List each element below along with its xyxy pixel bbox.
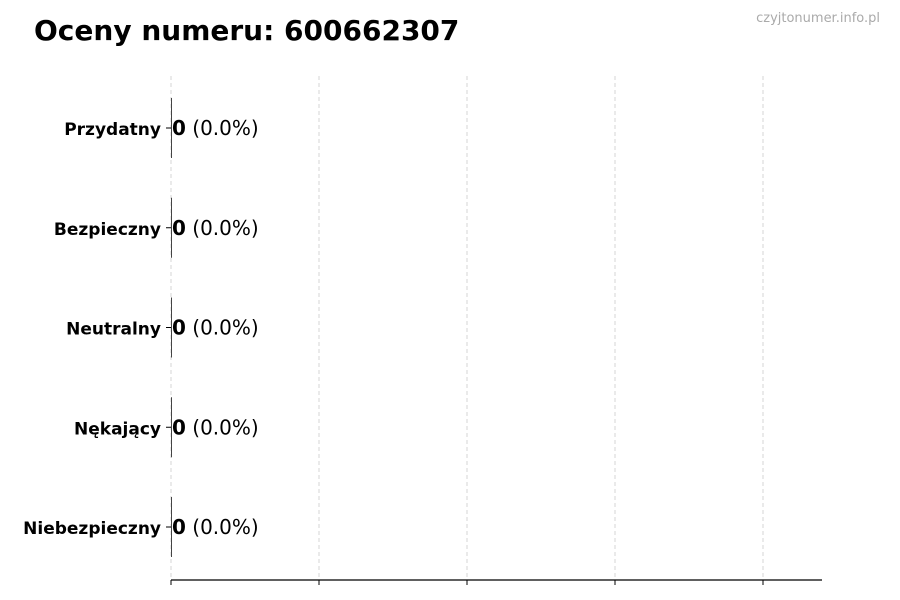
category-label: Bezpieczny <box>54 220 161 240</box>
chart-title: Oceny numeru: 600662307 <box>34 14 459 47</box>
count-label: 0 <box>172 116 186 140</box>
percent-label: (0.0%) <box>186 116 259 140</box>
watermark: czyjtonumer.info.pl <box>756 11 880 26</box>
bar <box>171 297 172 358</box>
value-label: 0 (0.0%) <box>172 316 259 340</box>
value-label: 0 (0.0%) <box>172 216 259 240</box>
percent-label: (0.0%) <box>186 216 259 240</box>
count-label: 0 <box>172 415 186 439</box>
count-label: 0 <box>172 216 186 240</box>
count-label: 0 <box>172 515 186 539</box>
percent-label: (0.0%) <box>186 415 259 439</box>
bar <box>171 197 172 258</box>
value-label: 0 (0.0%) <box>172 415 259 439</box>
category-label: Niebezpieczny <box>23 519 161 539</box>
bar <box>171 497 172 557</box>
count-label: 0 <box>172 316 186 340</box>
category-label: Przydatny <box>64 120 161 140</box>
percent-label: (0.0%) <box>186 316 259 340</box>
bar <box>171 98 172 158</box>
bar <box>171 397 172 458</box>
category-label: Neutralny <box>66 320 161 340</box>
percent-label: (0.0%) <box>186 515 259 539</box>
value-label: 0 (0.0%) <box>172 116 259 140</box>
value-label: 0 (0.0%) <box>172 515 259 539</box>
category-label: Nękający <box>74 419 161 439</box>
